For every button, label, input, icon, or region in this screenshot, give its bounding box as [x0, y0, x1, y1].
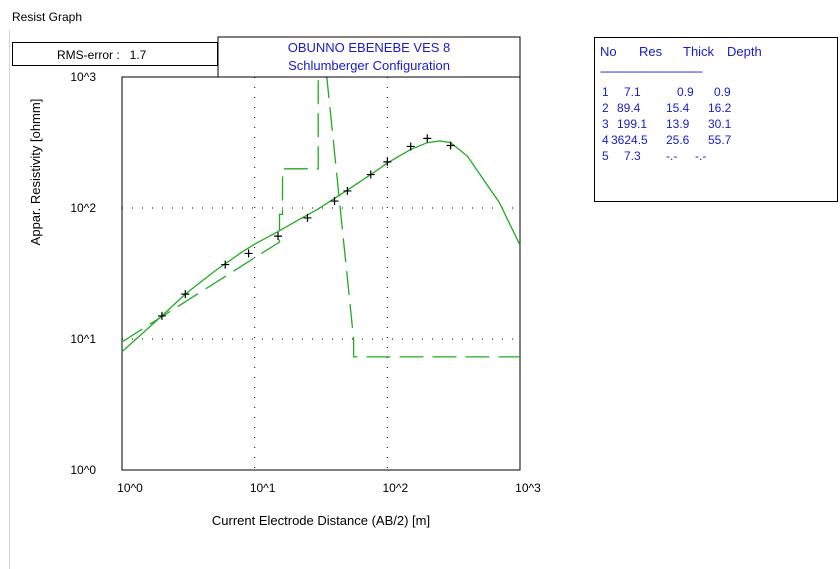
cell-thick: 13.9 — [666, 117, 690, 131]
observed-point — [383, 157, 392, 166]
table-row: 1 7.1 0.9 0.9 — [595, 85, 837, 101]
cell-res: 3624.5 — [611, 133, 648, 147]
cell-res: 89.4 — [617, 101, 641, 115]
observed-point — [244, 249, 253, 258]
cell-no: 3 — [602, 117, 609, 131]
cell-res: 7.1 — [624, 85, 641, 99]
observed-point — [330, 197, 339, 206]
title-box — [217, 36, 521, 78]
table-row: 3 199.1 13.9 30.1 — [595, 117, 837, 133]
y-tick-label: 10^3 — [70, 70, 96, 84]
cell-depth: 16.2 — [708, 101, 732, 115]
cell-thick: -.- — [666, 149, 678, 163]
rms-error-value: 1.7 — [129, 48, 147, 62]
y-tick-label: 10^2 — [70, 201, 96, 215]
observed-point — [343, 186, 352, 195]
rms-error-box: RMS-error : 1.7 — [12, 42, 218, 66]
observed-point — [157, 311, 166, 320]
layer-parameters-table: No Res Thick Depth ---------------------… — [594, 37, 838, 202]
model-curve — [121, 76, 520, 358]
grid-lines — [122, 77, 520, 470]
header-res: Res — [639, 44, 663, 59]
plot-frame — [121, 76, 521, 471]
cell-depth: -.- — [695, 149, 707, 163]
cell-no: 4 — [602, 133, 609, 147]
header-separator: ---------------------------------- — [600, 64, 703, 78]
tick-labels: 10^0 10^1 10^2 10^3 10^0 10^1 10^2 10^3 — [70, 70, 541, 495]
cell-res: 7.3 — [624, 149, 641, 163]
window-left-border — [9, 30, 10, 569]
model-curve-layer — [121, 76, 520, 358]
calculated-curve — [121, 140, 521, 353]
cell-depth: 55.7 — [708, 133, 732, 147]
cell-no: 1 — [602, 85, 609, 99]
chart-title: OBUNNO EBENEBE VES 8 — [288, 40, 451, 55]
x-tick-label: 10^2 — [383, 481, 409, 495]
observed-point — [423, 134, 432, 143]
x-tick-label: 10^0 — [117, 481, 143, 495]
observed-point — [366, 170, 375, 179]
y-tick-label: 10^1 — [70, 332, 96, 346]
header-thick: Thick — [683, 44, 715, 59]
calculated-curve-layer — [121, 140, 521, 353]
observed-point — [406, 142, 415, 151]
window-title: Resist Graph — [12, 10, 83, 24]
table-row: 2 89.4 15.4 16.2 — [595, 101, 837, 117]
cell-thick: 0.9 — [677, 85, 694, 99]
cell-res: 199.1 — [617, 117, 648, 131]
x-tick-label: 10^3 — [515, 481, 541, 495]
y-axis-label: Appar. Resistivity [ohmm] — [28, 99, 43, 246]
observed-point — [274, 232, 283, 241]
x-tick-label: 10^1 — [250, 481, 276, 495]
observed-points-layer — [157, 134, 455, 320]
cell-thick: 15.4 — [666, 101, 690, 115]
table-row: 4 3624.5 25.6 55.7 — [595, 133, 837, 149]
chart-subtitle: Schlumberger Configuration — [288, 58, 450, 73]
x-axis-label: Current Electrode Distance (AB/2) [m] — [212, 513, 430, 528]
observed-point — [446, 141, 455, 150]
rms-error-label: RMS-error : — [57, 48, 120, 62]
observed-point — [181, 290, 190, 299]
y-tick-label: 10^0 — [70, 463, 96, 477]
table-row: 5 7.3 -.- -.- — [595, 149, 837, 165]
observed-point — [221, 260, 230, 269]
cell-depth: 0.9 — [714, 85, 731, 99]
observed-point — [303, 213, 312, 222]
header-depth: Depth — [727, 44, 762, 59]
cell-no: 2 — [602, 101, 609, 115]
cell-no: 5 — [602, 149, 609, 163]
cell-depth: 30.1 — [708, 117, 732, 131]
header-no: No — [600, 44, 617, 59]
cell-thick: 25.6 — [666, 133, 690, 147]
